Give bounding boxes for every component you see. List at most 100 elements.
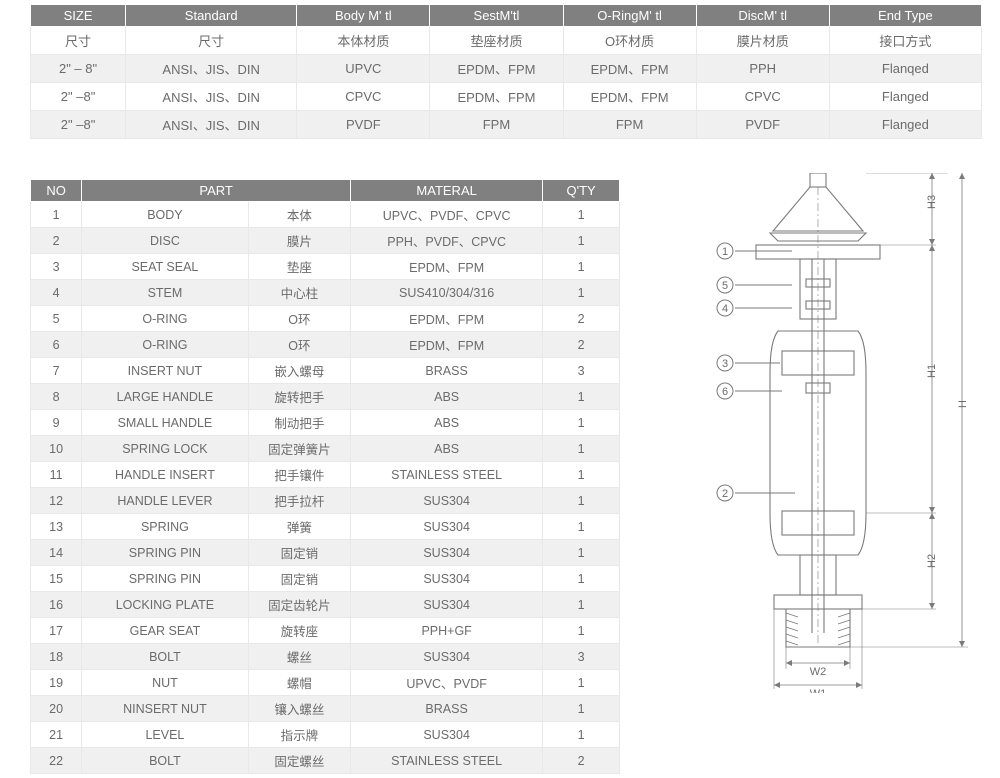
table2-cell: PPH+GF bbox=[351, 618, 543, 644]
table2-cell: 1 bbox=[543, 410, 620, 436]
table2-cell: 固定销 bbox=[248, 566, 350, 592]
technical-diagram: 154362HH1H2H3W1W2 bbox=[620, 179, 980, 699]
table2-cell: 21 bbox=[31, 722, 82, 748]
svg-text:H1: H1 bbox=[926, 364, 938, 378]
table1-subheader: 膜片材质 bbox=[696, 27, 829, 55]
table2-cell: 1 bbox=[543, 696, 620, 722]
table2-cell: SUS304 bbox=[351, 540, 543, 566]
table2-cell: SUS410/304/316 bbox=[351, 280, 543, 306]
table2-cell: SUS304 bbox=[351, 592, 543, 618]
table2-cell: 1 bbox=[543, 462, 620, 488]
table2-cell: 8 bbox=[31, 384, 82, 410]
table2-cell: LARGE HANDLE bbox=[82, 384, 248, 410]
svg-text:5: 5 bbox=[722, 280, 728, 292]
table2-cell: HANDLE INSERT bbox=[82, 462, 248, 488]
table2-cell: 固定弹簧片 bbox=[248, 436, 350, 462]
table2-header: PART bbox=[82, 180, 351, 202]
table1-subheader: 本体材质 bbox=[297, 27, 430, 55]
table2-cell: 指示牌 bbox=[248, 722, 350, 748]
table2-cell: O环 bbox=[248, 306, 350, 332]
table2-cell: 1 bbox=[543, 566, 620, 592]
table2-cell: 5 bbox=[31, 306, 82, 332]
table2-cell: 10 bbox=[31, 436, 82, 462]
table1-cell: 2" –8" bbox=[31, 111, 126, 139]
table1-cell: ANSI、JIS、DIN bbox=[126, 83, 297, 111]
table1-cell: EPDM、FPM bbox=[563, 83, 696, 111]
svg-text:H2: H2 bbox=[926, 554, 938, 568]
table2-header: NO bbox=[31, 180, 82, 202]
table2-cell: 7 bbox=[31, 358, 82, 384]
table2-cell: 弹簧 bbox=[248, 514, 350, 540]
svg-text:2: 2 bbox=[722, 488, 728, 500]
table2-cell: GEAR SEAT bbox=[82, 618, 248, 644]
table2-cell: ABS bbox=[351, 384, 543, 410]
table2-cell: STEM bbox=[82, 280, 248, 306]
table2-cell: SMALL HANDLE bbox=[82, 410, 248, 436]
table2-cell: 12 bbox=[31, 488, 82, 514]
table1-header: Standard bbox=[126, 5, 297, 27]
table2-cell: SUS304 bbox=[351, 644, 543, 670]
table1-cell: UPVC bbox=[297, 55, 430, 83]
table2-cell: 固定齿轮片 bbox=[248, 592, 350, 618]
table2-cell: 中心柱 bbox=[248, 280, 350, 306]
table2-cell: BOLT bbox=[82, 748, 248, 774]
table2-cell: EPDM、FPM bbox=[351, 254, 543, 280]
table1-header: Body M' tl bbox=[297, 5, 430, 27]
table2-cell: SPRING PIN bbox=[82, 566, 248, 592]
table2-cell: 18 bbox=[31, 644, 82, 670]
table2-cell: SUS304 bbox=[351, 514, 543, 540]
table2-cell: 本体 bbox=[248, 202, 350, 228]
parts-list-table: NOPARTMATERALQ'TY 1BODY本体UPVC、PVDF、CPVC1… bbox=[30, 179, 620, 774]
table2-cell: O-RING bbox=[82, 332, 248, 358]
table2-cell: PPH、PVDF、CPVC bbox=[351, 228, 543, 254]
table2-cell: 1 bbox=[543, 202, 620, 228]
table1-cell: 2" –8" bbox=[31, 83, 126, 111]
table1-cell: CPVC bbox=[297, 83, 430, 111]
table1-header: End Type bbox=[829, 5, 981, 27]
table2-cell: 1 bbox=[543, 592, 620, 618]
table2-cell: 3 bbox=[31, 254, 82, 280]
table2-cell: 固定销 bbox=[248, 540, 350, 566]
table2-cell: DISC bbox=[82, 228, 248, 254]
table2-cell: 14 bbox=[31, 540, 82, 566]
table2-cell: 20 bbox=[31, 696, 82, 722]
table2-cell: 11 bbox=[31, 462, 82, 488]
table2-cell: 1 bbox=[543, 488, 620, 514]
table2-cell: 2 bbox=[543, 306, 620, 332]
svg-text:H: H bbox=[957, 400, 969, 408]
table2-cell: ABS bbox=[351, 410, 543, 436]
table2-cell: UPVC、PVDF、CPVC bbox=[351, 202, 543, 228]
table2-cell: 1 bbox=[543, 280, 620, 306]
table2-cell: 螺丝 bbox=[248, 644, 350, 670]
table1-subheader: 尺寸 bbox=[126, 27, 297, 55]
table2-cell: 制动把手 bbox=[248, 410, 350, 436]
table2-header: Q'TY bbox=[543, 180, 620, 202]
table1-subheader: 垫座材质 bbox=[430, 27, 563, 55]
svg-text:4: 4 bbox=[722, 303, 728, 315]
table2-cell: 镶入螺丝 bbox=[248, 696, 350, 722]
table2-cell: 膜片 bbox=[248, 228, 350, 254]
table2-cell: 1 bbox=[543, 514, 620, 540]
table2-cell: 3 bbox=[543, 358, 620, 384]
table2-cell: 固定螺丝 bbox=[248, 748, 350, 774]
table1-header: SIZE bbox=[31, 5, 126, 27]
table2-cell: 3 bbox=[543, 644, 620, 670]
table2-header: MATERAL bbox=[351, 180, 543, 202]
table2-cell: 17 bbox=[31, 618, 82, 644]
table2-cell: 把手镶件 bbox=[248, 462, 350, 488]
table1-cell: PPH bbox=[696, 55, 829, 83]
table2-cell: SPRING PIN bbox=[82, 540, 248, 566]
table1-cell: EPDM、FPM bbox=[430, 83, 563, 111]
table2-cell: 2 bbox=[31, 228, 82, 254]
table2-cell: 1 bbox=[543, 540, 620, 566]
table2-cell: 15 bbox=[31, 566, 82, 592]
svg-text:6: 6 bbox=[722, 386, 728, 398]
table1-cell: 2" – 8" bbox=[31, 55, 126, 83]
table2-cell: 1 bbox=[543, 722, 620, 748]
table2-cell: SPRING bbox=[82, 514, 248, 540]
table2-cell: 9 bbox=[31, 410, 82, 436]
table2-cell: 旋转座 bbox=[248, 618, 350, 644]
table2-cell: EPDM、FPM bbox=[351, 332, 543, 358]
table2-cell: STAINLESS STEEL bbox=[351, 748, 543, 774]
table2-cell: BRASS bbox=[351, 696, 543, 722]
